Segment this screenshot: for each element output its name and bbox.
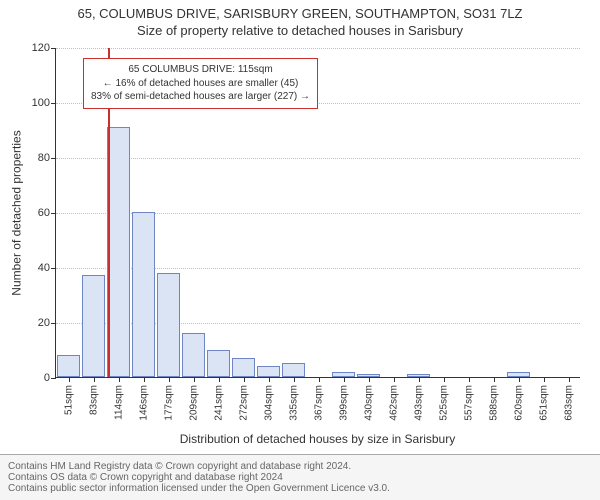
x-tick-label: 430sqm [363,385,374,421]
y-tick-label: 120 [32,42,50,54]
x-tick-label: 114sqm [113,385,124,420]
x-tick [419,377,420,382]
footer-line-2: Contains OS data © Crown copyright and d… [8,472,592,483]
histogram-bar [57,355,80,377]
x-tick [444,377,445,382]
chart-footer: Contains HM Land Registry data © Crown c… [0,454,600,500]
y-tick-label: 40 [38,262,50,274]
y-axis-label: Number of detached properties [10,48,24,378]
x-tick [369,377,370,382]
x-tick-label: 304sqm [263,385,274,421]
x-tick-label: 146sqm [138,385,149,421]
x-tick [219,377,220,382]
histogram-bar [207,350,230,378]
x-tick-label: 493sqm [413,385,424,421]
y-tick [51,268,56,269]
y-tick-label: 60 [38,207,50,219]
y-tick-label: 80 [38,152,50,164]
x-tick [494,377,495,382]
histogram-bar [257,366,280,377]
x-tick-label: 620sqm [513,385,524,421]
x-tick [144,377,145,382]
histogram-bar [182,333,205,377]
x-tick-label: 209sqm [188,385,199,421]
x-tick [94,377,95,382]
chart-title: 65, COLUMBUS DRIVE, SARISBURY GREEN, SOU… [0,0,600,21]
annotation-line: ← 16% of detached houses are smaller (45… [91,77,310,91]
x-tick [394,377,395,382]
x-tick [519,377,520,382]
x-tick [119,377,120,382]
y-tick [51,323,56,324]
chart-subtitle: Size of property relative to detached ho… [0,21,600,38]
x-tick [569,377,570,382]
x-tick [469,377,470,382]
x-tick-label: 83sqm [88,385,99,415]
x-tick [269,377,270,382]
x-tick-label: 557sqm [463,385,474,421]
x-tick-label: 241sqm [213,385,224,421]
x-tick-label: 272sqm [238,385,249,421]
histogram-bar [82,275,105,377]
histogram-bar [107,127,130,377]
y-tick [51,48,56,49]
annotation-line: 83% of semi-detached houses are larger (… [91,90,310,104]
x-tick-label: 651sqm [538,385,549,421]
histogram-bar [132,212,155,377]
x-tick [194,377,195,382]
x-tick [319,377,320,382]
x-tick [69,377,70,382]
x-tick [244,377,245,382]
x-tick-label: 588sqm [488,385,499,421]
x-tick [544,377,545,382]
x-tick-label: 525sqm [438,385,449,421]
plot-area: 02040608010012051sqm83sqm114sqm146sqm177… [55,48,580,378]
annotation-box: 65 COLUMBUS DRIVE: 115sqm← 16% of detach… [83,58,318,109]
y-tick-label: 100 [32,97,50,109]
y-axis-label-text: Number of detached properties [10,130,24,295]
y-tick [51,378,56,379]
x-tick-label: 683sqm [563,385,574,421]
gridline [56,48,580,49]
x-tick-label: 177sqm [163,385,174,421]
x-tick-label: 462sqm [388,385,399,421]
histogram-bar [282,363,305,377]
annotation-line: 65 COLUMBUS DRIVE: 115sqm [91,63,310,77]
histogram-bar [232,358,255,377]
footer-line-3: Contains public sector information licen… [8,483,592,494]
x-tick [169,377,170,382]
y-tick-label: 20 [38,317,50,329]
y-tick-label: 0 [44,372,50,384]
histogram-bar [157,273,180,378]
gridline [56,158,580,159]
y-tick [51,103,56,104]
x-tick-label: 51sqm [63,385,74,415]
x-tick [344,377,345,382]
x-axis-label: Distribution of detached houses by size … [55,432,580,446]
y-tick [51,213,56,214]
x-tick-label: 335sqm [288,385,299,421]
y-tick [51,158,56,159]
x-tick [294,377,295,382]
footer-line-1: Contains HM Land Registry data © Crown c… [8,461,592,472]
chart-container: 65, COLUMBUS DRIVE, SARISBURY GREEN, SOU… [0,0,600,500]
x-tick-label: 399sqm [338,385,349,421]
x-tick-label: 367sqm [313,385,324,421]
